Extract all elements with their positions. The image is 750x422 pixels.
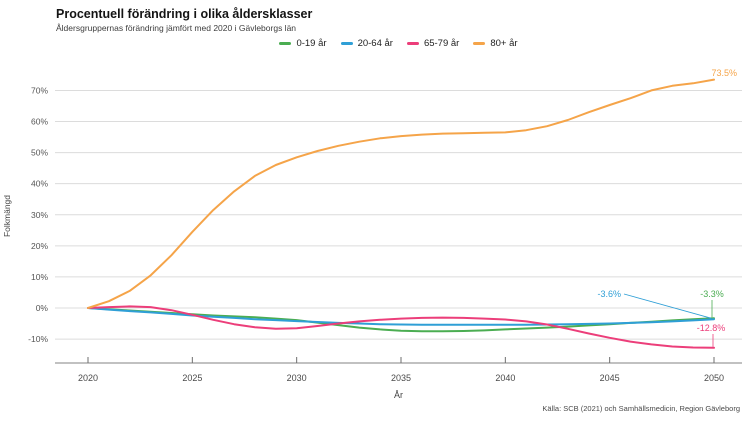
leader-line: [623, 293, 712, 319]
series-line-80+-år: [87, 78, 715, 309]
x-tick-label: 2035: [391, 373, 411, 383]
end-value-label: 73.5%: [711, 68, 737, 78]
end-value-label: -3.6%: [597, 289, 621, 299]
legend-swatch-icon: [340, 42, 353, 45]
end-value-label: -3.3%: [700, 289, 724, 299]
y-tick-label: 20%: [31, 241, 48, 251]
x-tick-label: 2025: [182, 373, 202, 383]
legend-swatch-icon: [406, 42, 419, 45]
x-tick-label: 2020: [78, 373, 98, 383]
source-note: Källa: SCB (2021) och Samhällsmedicin, R…: [542, 404, 740, 413]
y-tick-label: 40%: [31, 179, 48, 189]
legend: 0-19 år 20-64 år 65-79 år 80+ år: [55, 38, 742, 49]
y-tick-label: 70%: [31, 85, 48, 95]
legend-item-65-79-år: 65-79 år: [406, 38, 460, 49]
x-axis-title: År: [394, 390, 403, 400]
legend-label: 65-79 år: [423, 38, 460, 49]
series-line-65-79-år: [87, 305, 715, 349]
legend-item-80+-år: 80+ år: [473, 38, 518, 49]
y-tick-label: -10%: [28, 334, 48, 344]
legend-label: 20-64 år: [357, 38, 393, 49]
legend-swatch-icon: [279, 42, 292, 45]
end-value-label: -12.8%: [697, 323, 726, 333]
chart-title: Procentuell förändring i olika ålderskla…: [56, 7, 313, 21]
y-tick-label: 30%: [31, 210, 48, 220]
legend-item-20-64-år: 20-64 år: [340, 38, 393, 49]
x-tick-label: 2045: [600, 373, 620, 383]
y-tick-label: 0%: [36, 303, 49, 313]
y-tick-label: 50%: [31, 148, 48, 158]
legend-swatch-icon: [473, 42, 486, 45]
chart-subtitle: Åldersgruppernas förändring jämfört med …: [56, 23, 297, 33]
y-tick-label: 60%: [31, 117, 48, 127]
series-line-20-64-år: [87, 307, 715, 326]
x-tick-label: 2030: [287, 373, 307, 383]
legend-label: 80+ år: [490, 38, 518, 49]
legend-label: 0-19 år: [296, 38, 327, 49]
legend-item-0-19-år: 0-19 år: [279, 38, 327, 49]
y-tick-label: 10%: [31, 272, 48, 282]
x-tick-label: 2040: [495, 373, 515, 383]
x-tick-label: 2050: [704, 373, 724, 383]
